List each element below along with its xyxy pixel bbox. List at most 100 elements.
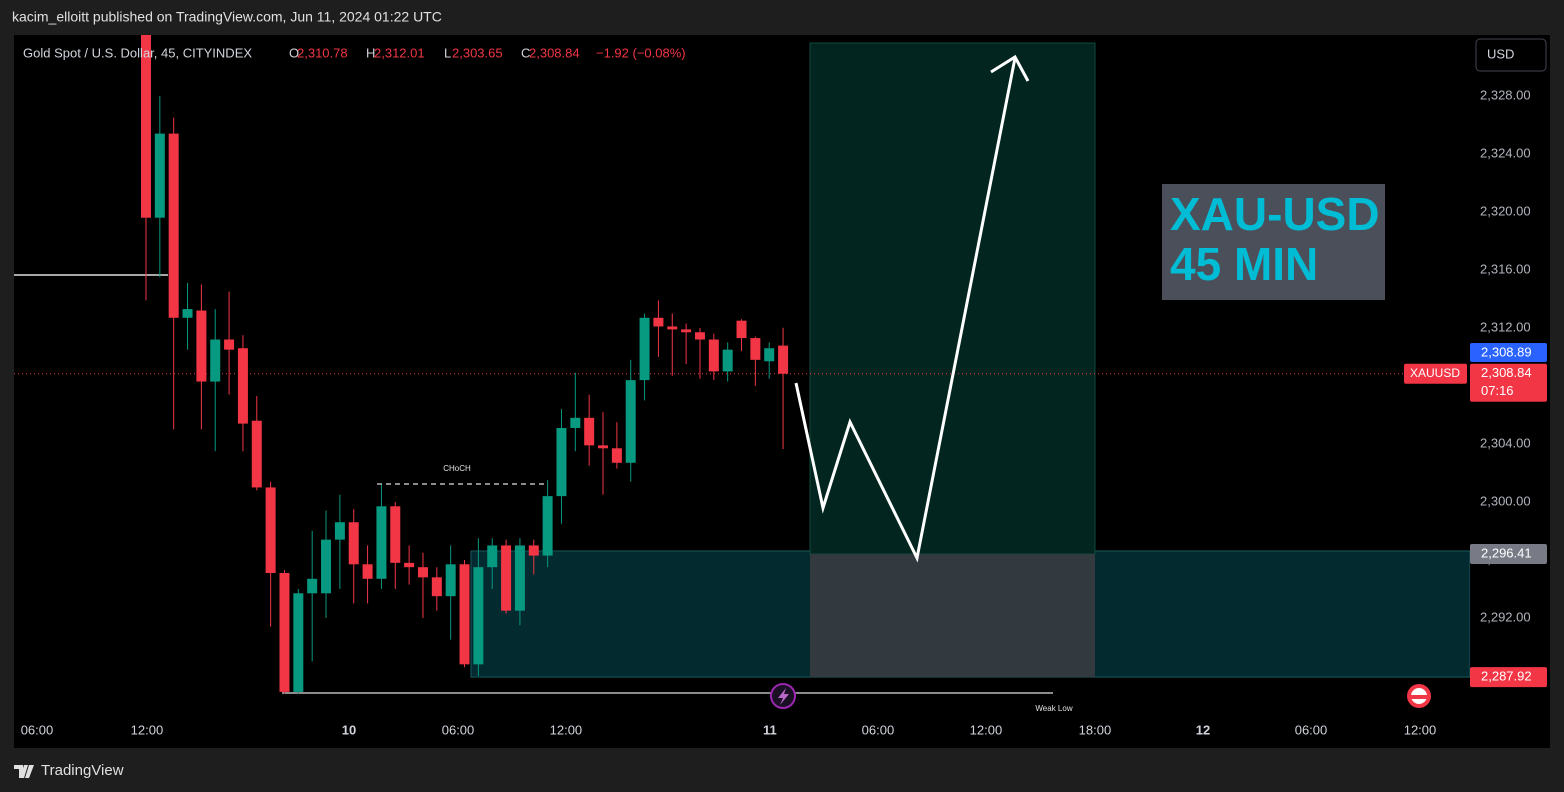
y-tick-label: 2,324.00	[1480, 145, 1531, 160]
symbol-title: Gold Spot / U.S. Dollar, 45, CITYINDEX	[23, 45, 252, 60]
price-tag	[1470, 363, 1547, 402]
y-tick-label: 2,312.00	[1480, 319, 1531, 334]
candle-body	[722, 349, 733, 372]
candle-body	[140, 35, 151, 218]
candle-body	[307, 578, 318, 594]
x-tick-label: 12:00	[550, 722, 583, 737]
candle-body	[708, 339, 719, 372]
candle-body	[514, 545, 525, 611]
candle-body	[487, 545, 498, 568]
candle-body	[154, 133, 165, 218]
brand: TradingView	[41, 762, 124, 779]
y-tick-label: 2,292.00	[1480, 609, 1531, 624]
x-tick-label: 06:00	[862, 722, 895, 737]
candle-body	[501, 545, 512, 611]
x-tick-label: 10	[342, 722, 356, 737]
weak-low-label: Weak Low	[1035, 704, 1072, 713]
y-tick-label: 2,328.00	[1480, 87, 1531, 102]
countdown: 07:16	[1481, 383, 1514, 398]
ohlc-letter: O	[289, 45, 299, 60]
ohlc-letter: H	[366, 45, 375, 60]
price-tag-label: 2,308.84	[1481, 365, 1532, 380]
ohlc-value: 2,312.01	[374, 45, 425, 60]
candle-body	[265, 487, 276, 573]
projection-arrow	[794, 57, 1017, 563]
logo	[14, 765, 34, 778]
plot-area	[14, 35, 1470, 694]
stop-zone	[810, 553, 1095, 678]
symbol-tag-label: XAUUSD	[1410, 366, 1460, 380]
candle-body	[528, 545, 539, 556]
candle-body	[681, 329, 692, 333]
publisher: kacim_elloitt published on TradingView.c…	[12, 9, 442, 25]
y-tick-label: 2,300.00	[1480, 493, 1531, 508]
target-zone	[809, 42, 1096, 555]
candle-body	[598, 445, 609, 449]
candle-body	[542, 496, 553, 556]
choch-label: CHoCH	[443, 464, 471, 473]
candle-body	[584, 417, 595, 446]
y-tick-label: 2,316.00	[1480, 261, 1531, 276]
x-tick-label: 12:00	[1404, 722, 1437, 737]
candle-body	[293, 593, 304, 692]
candle-body	[251, 420, 262, 488]
candle-body	[321, 539, 332, 594]
candle-body	[570, 417, 581, 428]
price-tag-label: 2,287.92	[1481, 669, 1532, 684]
x-tick-label: 18:00	[1079, 722, 1112, 737]
ohlc-value: 2,310.78	[297, 45, 348, 60]
ohlc-letter: L	[444, 45, 451, 60]
candle-body	[459, 564, 470, 665]
title-box	[1162, 184, 1385, 300]
candle-body	[237, 348, 248, 424]
price-tag	[1470, 543, 1547, 564]
candle-body	[362, 564, 373, 579]
candle-body	[210, 339, 221, 382]
candle-body	[404, 562, 415, 568]
event-bolt	[778, 688, 789, 705]
overlay: Gold Spot / U.S. Dollar, 45, CITYINDEX O2…	[21, 45, 1547, 737]
candle-body	[750, 338, 761, 360]
candle-body	[625, 380, 636, 463]
annotation-title: XAU-USD	[1170, 188, 1380, 240]
x-tick-label: 12:00	[131, 722, 164, 737]
candle-body	[639, 317, 650, 381]
ohlc-value: 2,303.65	[452, 45, 503, 60]
candle-body	[667, 326, 678, 330]
candle-body	[390, 506, 401, 563]
x-tick-label: 12	[1196, 722, 1210, 737]
currency-button[interactable]	[1475, 38, 1547, 72]
x-tick-label: 12:00	[970, 722, 1003, 737]
change: −1.92 (−0.08%)	[596, 45, 686, 60]
y-tick-label: 2,320.00	[1480, 203, 1531, 218]
x-tick-label: 06:00	[21, 722, 54, 737]
candle-body	[653, 317, 664, 327]
currency[interactable]: USD	[1487, 46, 1514, 61]
candle-body	[224, 339, 235, 350]
candle-body	[168, 133, 179, 318]
candle-body	[473, 567, 484, 665]
price-tag-label: 2,296.41	[1481, 545, 1532, 560]
x-tick-label: 06:00	[1295, 722, 1328, 737]
y-tick-label: 2,304.00	[1480, 435, 1531, 450]
candle-body	[778, 345, 789, 374]
candle-body	[279, 572, 290, 692]
annotation-subtitle: 45 MIN	[1170, 238, 1318, 290]
ohlc-value: 2,308.84	[529, 45, 580, 60]
candle-body	[334, 522, 345, 540]
price-tag	[1470, 343, 1547, 363]
candle-body	[694, 332, 705, 340]
candle-body	[556, 427, 567, 497]
symbol-tag	[1404, 363, 1467, 384]
x-tick-label: 11	[763, 722, 777, 737]
candle-body	[445, 564, 456, 597]
flag-stripe	[1411, 695, 1427, 699]
candle-body	[611, 448, 622, 463]
candle-body	[376, 506, 387, 579]
candle-body	[196, 310, 207, 382]
ohlc-letter: C	[521, 45, 530, 60]
candle-body	[736, 320, 747, 339]
candle-body	[182, 309, 193, 318]
